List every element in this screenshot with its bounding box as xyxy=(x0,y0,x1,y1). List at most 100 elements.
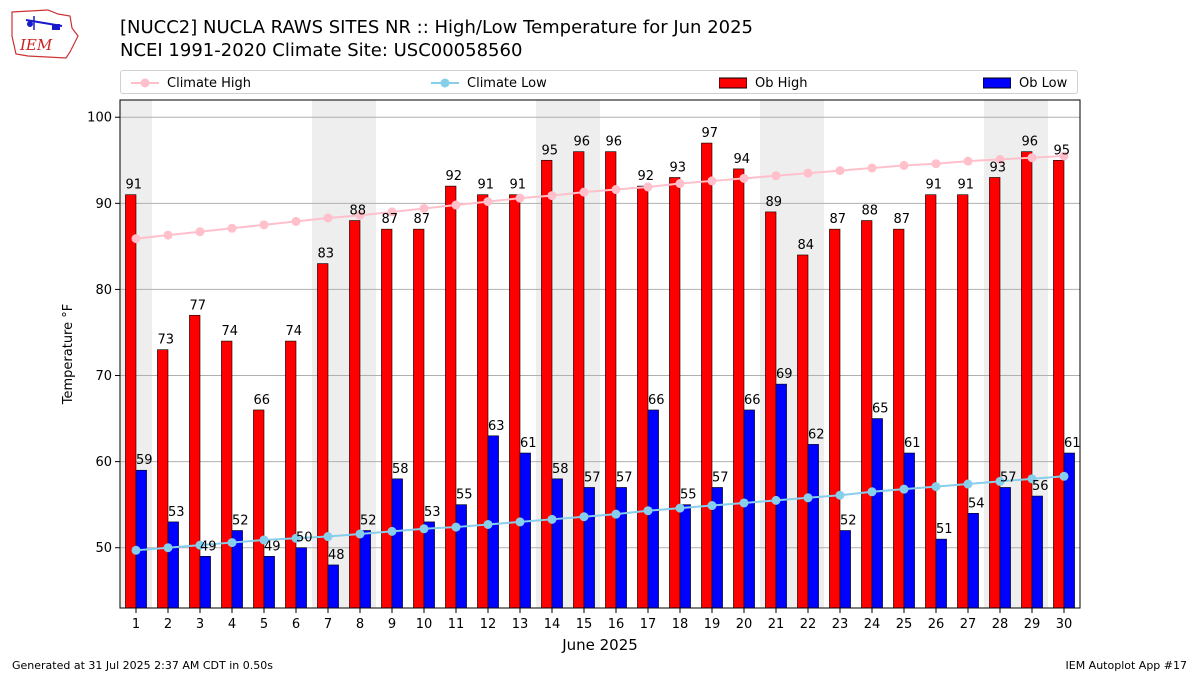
ob-low-data-label: 61 xyxy=(520,436,537,451)
ob-high-bar xyxy=(797,254,809,609)
ob-low-data-label: 49 xyxy=(200,539,217,554)
climate-low-point xyxy=(131,545,141,555)
ob-high-data-label: 96 xyxy=(1021,135,1038,150)
ob-high-bar xyxy=(669,177,681,609)
climate-low-point xyxy=(1059,471,1069,481)
climate-high-point xyxy=(739,173,749,183)
climate-low-point xyxy=(323,532,333,542)
ob-low-data-label: 63 xyxy=(488,419,505,434)
ob-high-bar xyxy=(989,177,1001,609)
ob-low-data-label: 56 xyxy=(1032,479,1049,494)
ob-low-bar xyxy=(999,487,1011,609)
ob-low-data-label: 57 xyxy=(584,470,601,485)
ob-high-bar xyxy=(381,228,393,609)
ob-high-bar xyxy=(509,194,521,609)
x-axis-label: June 2025 xyxy=(561,636,638,654)
climate-low-point xyxy=(259,535,269,545)
ob-high-bar xyxy=(445,185,457,609)
x-tick-label: 4 xyxy=(228,617,236,632)
climate-low-point xyxy=(611,509,621,519)
ob-low-data-label: 61 xyxy=(904,436,921,451)
ob-high-data-label: 74 xyxy=(221,324,238,339)
climate-high-point xyxy=(931,159,941,169)
x-tick-label: 17 xyxy=(640,617,657,632)
x-tick-label: 15 xyxy=(576,617,593,632)
climate-low-point xyxy=(387,526,397,536)
climate-low-point xyxy=(899,484,909,494)
ob-high-data-label: 87 xyxy=(413,212,430,227)
y-tick-label: 80 xyxy=(95,283,112,298)
climate-low-point xyxy=(675,503,685,513)
ob-high-data-label: 94 xyxy=(733,152,750,167)
climate-high-point xyxy=(771,171,781,181)
ob-high-data-label: 66 xyxy=(253,393,270,408)
climate-high-point xyxy=(835,166,845,176)
ob-low-data-label: 66 xyxy=(744,393,761,408)
climate-high-point xyxy=(963,156,973,166)
legend-label: Ob High xyxy=(755,75,808,91)
ob-low-data-label: 50 xyxy=(296,531,313,546)
x-tick-label: 19 xyxy=(704,617,721,632)
ob-high-data-label: 96 xyxy=(573,135,590,150)
ob-high-bar xyxy=(1053,159,1065,609)
ob-high-bar xyxy=(477,194,489,609)
ob-low-data-label: 59 xyxy=(136,453,153,468)
x-tick-label: 29 xyxy=(1024,617,1041,632)
ob-high-data-label: 91 xyxy=(509,178,526,193)
ob-high-data-label: 93 xyxy=(669,160,686,175)
ob-low-bar xyxy=(615,487,627,609)
x-tick-label: 27 xyxy=(960,617,977,632)
ob-low-data-label: 52 xyxy=(840,514,857,529)
climate-high-point xyxy=(899,160,909,170)
climate-high-point xyxy=(579,187,589,197)
ob-low-bar xyxy=(743,409,755,609)
x-tick-label: 13 xyxy=(512,617,529,632)
climate-high-point xyxy=(611,185,621,195)
climate-high-point xyxy=(355,210,365,220)
climate-high-point xyxy=(483,197,493,207)
ob-high-data-label: 87 xyxy=(381,212,398,227)
climate-low-point xyxy=(867,487,877,497)
x-tick-label: 6 xyxy=(292,617,300,632)
ob-low-bar xyxy=(327,564,339,609)
climate-low-point xyxy=(355,529,365,539)
climate-low-point xyxy=(579,512,589,522)
ob-low-bar xyxy=(871,418,883,609)
ob-low-bar xyxy=(359,530,371,609)
ob-low-bar xyxy=(935,538,947,609)
ob-low-bar xyxy=(903,452,915,609)
climate-high-point xyxy=(547,191,557,201)
y-tick-label: 100 xyxy=(87,111,112,126)
chart-subtitle: NCEI 1991-2020 Climate Site: USC00058560 xyxy=(120,40,523,61)
ob-low-bar xyxy=(391,478,403,609)
climate-low-point xyxy=(227,538,237,548)
legend-label: Climate Low xyxy=(467,75,547,91)
ob-high-data-label: 92 xyxy=(445,169,462,184)
ob-high-bar xyxy=(189,314,201,609)
climate-low-point xyxy=(963,479,973,489)
ob-high-data-label: 93 xyxy=(989,160,1006,175)
x-tick-label: 23 xyxy=(832,617,849,632)
ob-high-bar xyxy=(605,151,617,609)
ob-low-bar xyxy=(423,521,435,609)
ob-low-data-label: 53 xyxy=(168,505,185,520)
x-tick-label: 22 xyxy=(800,617,817,632)
y-tick-label: 90 xyxy=(95,197,112,212)
legend-climate-high: Climate High xyxy=(131,74,251,92)
legend: Climate High Climate Low Ob High Ob Low xyxy=(120,70,1078,94)
x-tick-label: 24 xyxy=(864,617,881,632)
ob-high-bar xyxy=(637,185,649,609)
app-credit: IEM Autoplot App #17 xyxy=(1065,659,1188,672)
ob-low-bar xyxy=(775,383,787,609)
x-tick-label: 12 xyxy=(480,617,497,632)
ob-low-bar xyxy=(679,504,691,609)
ob-high-data-label: 83 xyxy=(317,247,334,262)
climate-low-point xyxy=(643,506,653,516)
climate-low-point xyxy=(419,524,429,534)
climate-high-point xyxy=(163,230,173,240)
climate-high-point xyxy=(323,213,333,223)
ob-high-data-label: 91 xyxy=(957,178,974,193)
ob-low-data-label: 52 xyxy=(232,514,249,529)
climate-high-point xyxy=(867,163,877,173)
ob-low-data-label: 55 xyxy=(456,488,473,503)
